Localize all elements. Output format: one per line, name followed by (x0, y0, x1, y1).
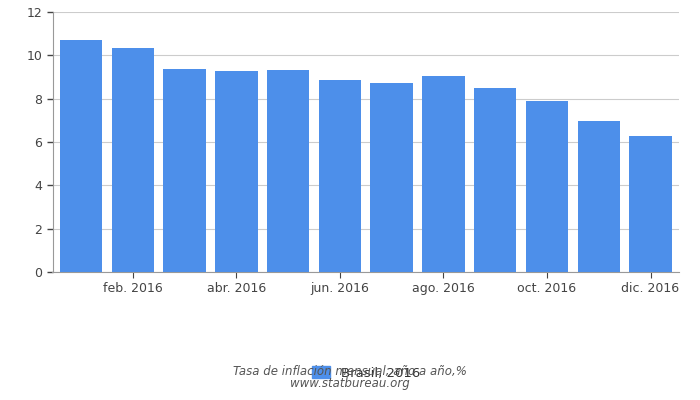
Bar (267, 70, 309, 272)
Bar (578, 120, 620, 272)
Bar (526, 102, 568, 272)
Bar (111, 48, 154, 272)
Text: Tasa de inflación mensual, año a año,%: Tasa de inflación mensual, año a año,% (233, 365, 467, 378)
Bar (474, 88, 517, 272)
Legend: Brasil, 2016: Brasil, 2016 (312, 366, 420, 380)
Bar (318, 80, 361, 272)
Bar (163, 68, 206, 272)
Text: www.statbureau.org: www.statbureau.org (290, 377, 410, 390)
Bar (215, 71, 258, 272)
Bar (60, 40, 102, 272)
Bar (370, 83, 413, 272)
Bar (629, 136, 672, 272)
Bar (422, 76, 465, 272)
